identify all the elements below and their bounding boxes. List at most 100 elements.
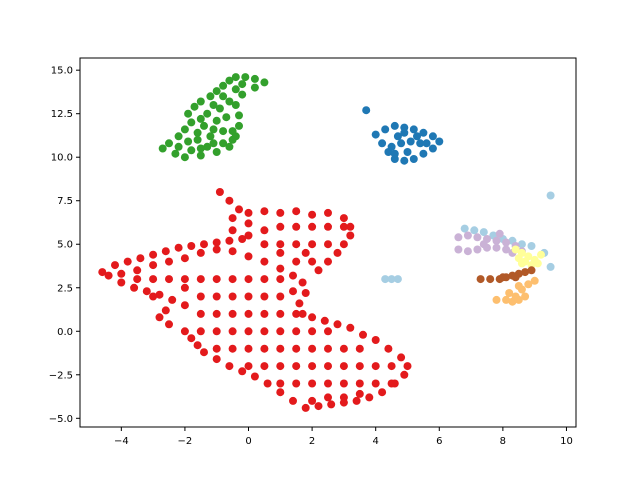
x-tick-label: 8 xyxy=(500,436,506,447)
point-s0-20 xyxy=(324,208,332,217)
point-s1-32 xyxy=(219,127,228,136)
point-s4-13 xyxy=(502,245,511,254)
point-s1-43 xyxy=(209,139,218,148)
point-s0-104 xyxy=(244,309,253,318)
point-s2-3 xyxy=(390,121,399,130)
point-s1-34 xyxy=(212,116,221,125)
point-s4-12 xyxy=(492,243,501,252)
point-s0-149 xyxy=(244,231,253,240)
point-s0-145 xyxy=(308,396,317,405)
point-s0-71 xyxy=(276,264,285,273)
point-s0-117 xyxy=(212,344,221,353)
point-s0-129 xyxy=(276,362,285,371)
point-s2-25 xyxy=(390,149,399,158)
point-s0-28 xyxy=(117,278,126,287)
point-s0-11 xyxy=(238,235,247,243)
point-s4-15 xyxy=(479,240,488,249)
point-s0-49 xyxy=(314,402,323,411)
x-tick-label: −4 xyxy=(114,436,129,447)
point-s0-38 xyxy=(187,334,196,343)
point-s7-0 xyxy=(492,295,501,304)
point-s0-84 xyxy=(165,275,173,284)
point-s2-20 xyxy=(403,148,412,156)
point-s3-0 xyxy=(460,224,469,233)
point-s0-112 xyxy=(260,327,269,336)
point-s0-79 xyxy=(149,261,158,270)
point-s0-77 xyxy=(180,254,189,263)
point-s6-6 xyxy=(521,268,530,277)
point-s0-90 xyxy=(260,275,269,284)
point-s2-9 xyxy=(428,144,437,153)
point-s0-18 xyxy=(292,207,301,216)
y-tick-label: 10.0 xyxy=(51,153,73,164)
point-s0-136 xyxy=(387,362,396,371)
point-s7-6 xyxy=(524,280,533,289)
point-s0-35 xyxy=(155,313,164,322)
point-s0-19 xyxy=(308,210,317,219)
point-s0-9 xyxy=(212,238,221,247)
point-s0-141 xyxy=(339,379,348,388)
point-s1-48 xyxy=(225,142,234,151)
point-s3-10 xyxy=(546,191,555,200)
point-s0-146 xyxy=(324,393,332,402)
point-s0-37 xyxy=(180,327,189,336)
point-s0-57 xyxy=(403,362,412,371)
point-s0-126 xyxy=(355,344,364,353)
point-s4-5 xyxy=(502,238,511,247)
point-s0-138 xyxy=(292,379,301,388)
point-s0-144 xyxy=(387,379,396,388)
point-s0-45 xyxy=(263,379,272,388)
point-s0-113 xyxy=(276,327,285,336)
point-s0-102 xyxy=(212,309,221,318)
point-s1-27 xyxy=(235,111,243,120)
point-s0-21 xyxy=(339,214,348,223)
point-s0-101 xyxy=(196,309,205,318)
point-s0-75 xyxy=(212,245,221,254)
point-s0-67 xyxy=(295,299,304,308)
point-s0-52 xyxy=(352,396,361,405)
point-s0-115 xyxy=(308,327,317,336)
point-s0-140 xyxy=(324,379,332,388)
point-s0-69 xyxy=(298,278,307,287)
point-s1-18 xyxy=(219,81,228,90)
point-s1-15 xyxy=(196,97,205,106)
point-s0-12 xyxy=(215,188,224,196)
point-s0-43 xyxy=(238,367,247,376)
point-s0-96 xyxy=(228,292,237,301)
point-s0-106 xyxy=(276,309,285,318)
point-s2-7 xyxy=(428,132,437,141)
point-s0-44 xyxy=(250,372,259,381)
point-s1-28 xyxy=(235,121,243,130)
x-tick-label: −2 xyxy=(178,436,193,447)
point-s0-76 xyxy=(196,248,205,257)
point-s1-44 xyxy=(174,142,183,151)
y-axis: −5.0 −2.5 0.0 2.5 5.0 7.5 10.0 12.5 15.0 xyxy=(49,66,80,425)
point-s1-14 xyxy=(190,102,199,111)
point-s0-42 xyxy=(225,362,234,371)
point-s0-17 xyxy=(276,208,285,217)
point-s0-118 xyxy=(228,344,237,353)
point-s0-64 xyxy=(320,316,329,325)
point-s2-22 xyxy=(413,132,421,141)
point-s3-6 xyxy=(517,240,526,249)
point-s0-0 xyxy=(98,268,107,277)
point-s0-72 xyxy=(260,257,269,266)
point-s1-11 xyxy=(180,125,189,134)
point-s0-50 xyxy=(327,400,336,409)
point-s1-47 xyxy=(209,125,218,134)
point-s1-20 xyxy=(231,73,240,82)
point-s0-93 xyxy=(180,283,189,292)
point-s6-9 xyxy=(498,273,507,282)
point-s0-150 xyxy=(260,226,269,235)
point-s1-6 xyxy=(203,142,212,151)
point-s0-3 xyxy=(136,254,145,263)
point-s0-53 xyxy=(365,393,374,402)
point-s0-58 xyxy=(397,353,406,362)
point-s0-100 xyxy=(289,287,297,296)
plot-frame xyxy=(79,57,577,428)
point-s2-19 xyxy=(416,139,425,148)
point-s0-161 xyxy=(292,257,301,266)
point-s6-0 xyxy=(476,275,485,284)
point-s0-2 xyxy=(123,257,132,266)
point-s0-80 xyxy=(133,266,142,275)
